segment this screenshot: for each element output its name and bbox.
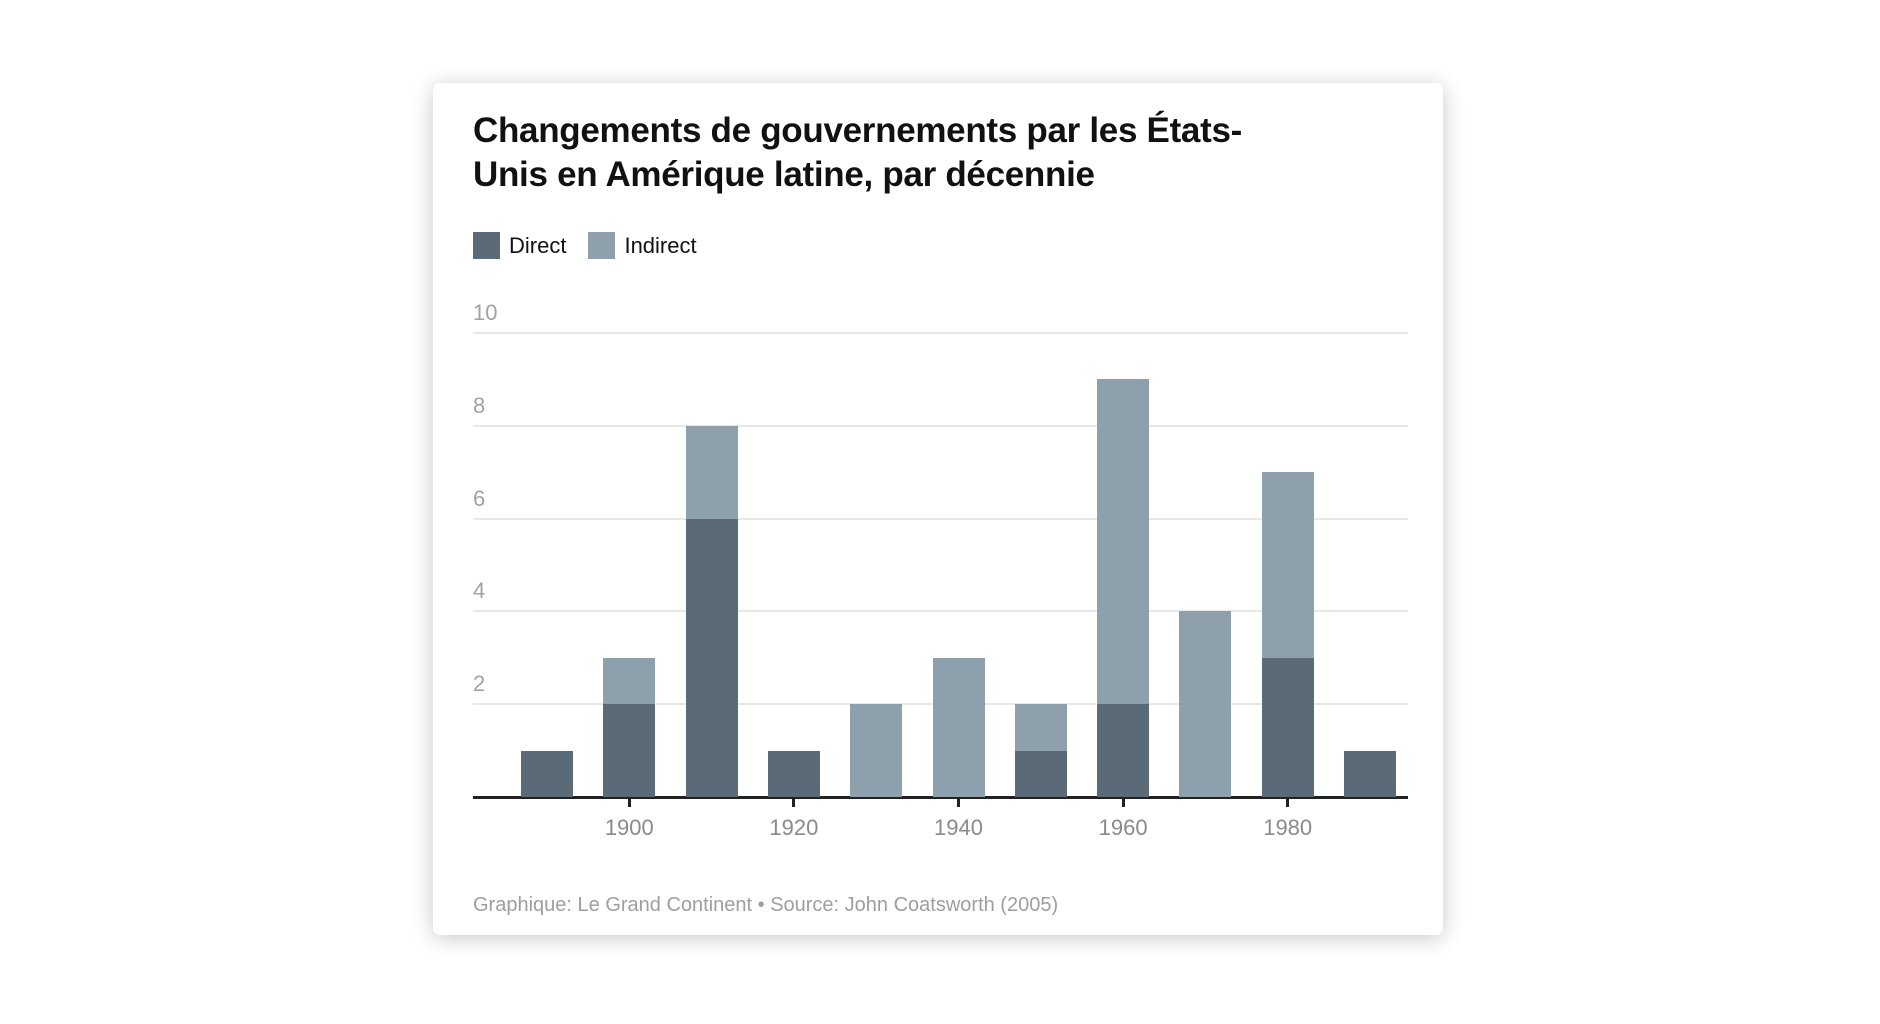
x-axis-label-1960: 1960: [1098, 815, 1148, 840]
bar-1910-direct-segment[interactable]: [685, 518, 738, 797]
gridline-y-4: [473, 610, 1408, 613]
x-tick-1920: [792, 797, 796, 807]
bar-1970-indirect-segment[interactable]: [1179, 611, 1232, 797]
gridline-y-8: [473, 424, 1408, 427]
bar-1930-indirect-segment[interactable]: [850, 704, 903, 797]
gridline-y-6: [473, 517, 1408, 520]
legend-item-indirect: Indirect: [588, 232, 697, 259]
chart-title: Changements de gouvernements par les Éta…: [473, 111, 1242, 194]
x-tick-1960: [1121, 797, 1125, 807]
bar-1920-direct-segment[interactable]: [767, 750, 820, 797]
bar-1980-direct-segment[interactable]: [1261, 657, 1314, 797]
bar-1890[interactable]: [521, 750, 573, 797]
legend-label-indirect: Indirect: [624, 232, 697, 258]
x-tick-1940: [957, 797, 960, 807]
legend-swatch-direct: [473, 232, 500, 259]
bar-1950-indirect-segment[interactable]: [1014, 704, 1067, 751]
legend: Direct Indirect: [473, 232, 697, 259]
bar-1930[interactable]: [850, 704, 903, 797]
bar-1990[interactable]: [1344, 750, 1396, 797]
bar-1940[interactable]: [932, 657, 985, 797]
x-tick-1980: [1286, 797, 1290, 807]
x-tick-1900: [627, 797, 631, 807]
bar-1980[interactable]: [1261, 472, 1314, 797]
bar-1900-indirect-segment[interactable]: [603, 657, 656, 705]
bar-1960[interactable]: [1097, 379, 1150, 797]
bar-1900-direct-segment[interactable]: [603, 704, 656, 797]
x-axis-label-1920: 1920: [769, 815, 819, 840]
bar-1970[interactable]: [1179, 611, 1232, 797]
bar-1920[interactable]: [767, 750, 820, 797]
bar-1940-indirect-segment[interactable]: [932, 657, 985, 797]
bar-1960-direct-segment[interactable]: [1097, 704, 1150, 797]
bar-1910-indirect-segment[interactable]: [685, 425, 738, 519]
bar-1990-direct-segment[interactable]: [1344, 750, 1396, 797]
bar-1890-direct-segment[interactable]: [521, 750, 573, 797]
legend-swatch-indirect: [588, 232, 616, 259]
legend-label-direct: Direct: [509, 232, 567, 258]
bar-1900[interactable]: [603, 657, 656, 797]
x-axis-label-1900: 1900: [604, 815, 654, 840]
bar-1960-indirect-segment[interactable]: [1097, 379, 1150, 705]
y-axis-label-6: 6: [473, 485, 486, 511]
y-axis-label-10: 10: [473, 300, 498, 325]
gridline-y-10: [473, 332, 1408, 334]
bar-1950[interactable]: [1014, 704, 1067, 797]
x-axis-line: [473, 796, 1408, 799]
bar-1950-direct-segment[interactable]: [1014, 750, 1067, 797]
bar-1980-indirect-segment[interactable]: [1261, 472, 1314, 658]
source-caption: Graphique: Le Grand Continent • Source: …: [473, 894, 1059, 916]
plot-area: 2 4 6 8 10 1900 1920 1940 1960 1980: [473, 302, 1408, 840]
y-axis-label-4: 4: [473, 578, 486, 604]
x-axis-label-1940: 1940: [934, 815, 983, 840]
chart-card: Changements de gouvernements par les Éta…: [433, 83, 1443, 935]
legend-item-direct: Direct: [473, 232, 566, 259]
y-axis-label-8: 8: [473, 392, 486, 418]
bar-1910[interactable]: [685, 425, 738, 797]
y-axis-label-2: 2: [473, 671, 486, 697]
x-axis-label-1980: 1980: [1263, 815, 1313, 840]
